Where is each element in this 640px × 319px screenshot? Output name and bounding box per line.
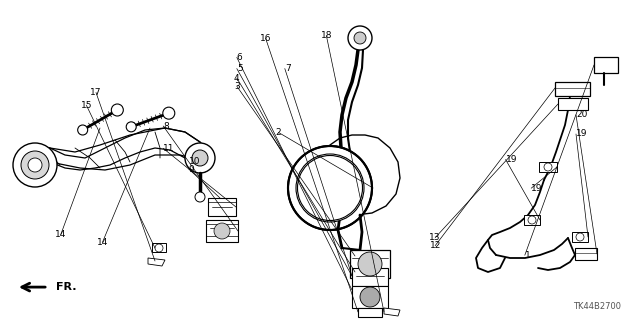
Text: TK44B2700: TK44B2700: [573, 302, 621, 311]
Text: 6: 6: [237, 53, 243, 62]
Text: 8: 8: [163, 122, 169, 130]
Circle shape: [360, 287, 380, 307]
Circle shape: [163, 107, 175, 119]
Text: 3: 3: [234, 82, 239, 91]
Text: 9: 9: [189, 165, 195, 174]
Circle shape: [296, 154, 364, 222]
Text: 14: 14: [55, 230, 67, 239]
Text: 13: 13: [429, 233, 441, 242]
Circle shape: [348, 26, 372, 50]
Text: 11: 11: [163, 144, 175, 153]
Text: 14: 14: [97, 238, 108, 247]
Circle shape: [28, 158, 42, 172]
Text: 17: 17: [90, 88, 102, 97]
Bar: [558, 98, 588, 110]
Bar: [350, 250, 390, 278]
Circle shape: [528, 216, 536, 224]
Text: 2: 2: [276, 128, 281, 137]
Circle shape: [214, 223, 230, 239]
Circle shape: [288, 146, 372, 230]
Polygon shape: [148, 258, 165, 266]
Circle shape: [576, 233, 584, 241]
Bar: [539, 162, 557, 172]
Text: 1: 1: [525, 251, 531, 260]
Text: 4: 4: [234, 74, 239, 83]
Bar: [352, 268, 388, 286]
Circle shape: [185, 143, 215, 173]
Bar: [572, 232, 588, 242]
Circle shape: [126, 122, 136, 132]
Bar: [352, 286, 388, 308]
Polygon shape: [384, 308, 400, 316]
Text: 12: 12: [429, 241, 441, 250]
Text: FR.: FR.: [56, 282, 77, 292]
Circle shape: [544, 163, 552, 171]
Circle shape: [354, 32, 366, 44]
Circle shape: [192, 150, 208, 166]
Bar: [208, 198, 236, 216]
Bar: [152, 243, 166, 252]
Bar: [206, 220, 238, 242]
Text: 15: 15: [81, 101, 92, 110]
Circle shape: [155, 244, 163, 252]
Text: 20: 20: [576, 110, 588, 119]
Text: 19: 19: [531, 184, 543, 193]
Bar: [555, 82, 590, 96]
Text: 16: 16: [260, 34, 271, 43]
Polygon shape: [326, 135, 400, 215]
Bar: [575, 248, 597, 260]
Bar: [358, 308, 382, 317]
Bar: [524, 215, 540, 225]
Circle shape: [358, 252, 382, 276]
Circle shape: [13, 143, 57, 187]
Text: 19: 19: [506, 155, 517, 164]
Circle shape: [77, 125, 88, 135]
Text: 5: 5: [237, 64, 243, 73]
Text: 18: 18: [321, 31, 332, 40]
Circle shape: [111, 104, 124, 116]
Text: 19: 19: [576, 130, 588, 138]
Text: 7: 7: [285, 64, 291, 73]
Polygon shape: [20, 128, 210, 172]
Bar: [594, 57, 618, 73]
Circle shape: [195, 192, 205, 202]
Circle shape: [21, 151, 49, 179]
Text: 10: 10: [189, 157, 200, 166]
